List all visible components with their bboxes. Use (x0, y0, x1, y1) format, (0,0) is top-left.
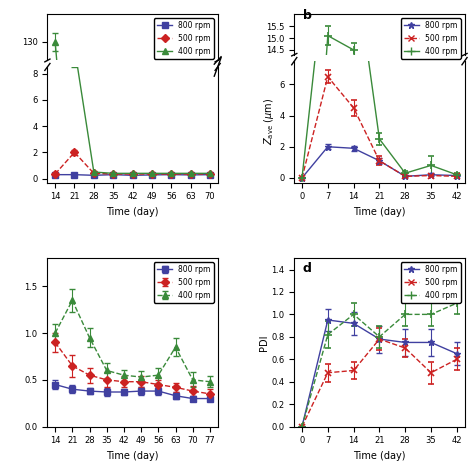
Y-axis label: $Z_{\mathrm{ave}}$ ($\mu$m): $Z_{\mathrm{ave}}$ ($\mu$m) (263, 98, 276, 146)
Legend: 800 rpm, 500 rpm, 400 rpm: 800 rpm, 500 rpm, 400 rpm (154, 262, 214, 303)
Legend: 800 rpm, 500 rpm, 400 rpm: 800 rpm, 500 rpm, 400 rpm (154, 18, 214, 59)
X-axis label: Time (day): Time (day) (106, 207, 159, 217)
Y-axis label: PDI: PDI (258, 334, 268, 351)
Legend: 800 rpm, 500 rpm, 400 rpm: 800 rpm, 500 rpm, 400 rpm (401, 18, 461, 59)
X-axis label: Time (day): Time (day) (353, 207, 406, 217)
X-axis label: Time (day): Time (day) (106, 451, 159, 461)
X-axis label: Time (day): Time (day) (353, 451, 406, 461)
Text: d: d (303, 262, 311, 275)
Text: b: b (303, 9, 311, 22)
Legend: 800 rpm, 500 rpm, 400 rpm: 800 rpm, 500 rpm, 400 rpm (401, 262, 461, 303)
